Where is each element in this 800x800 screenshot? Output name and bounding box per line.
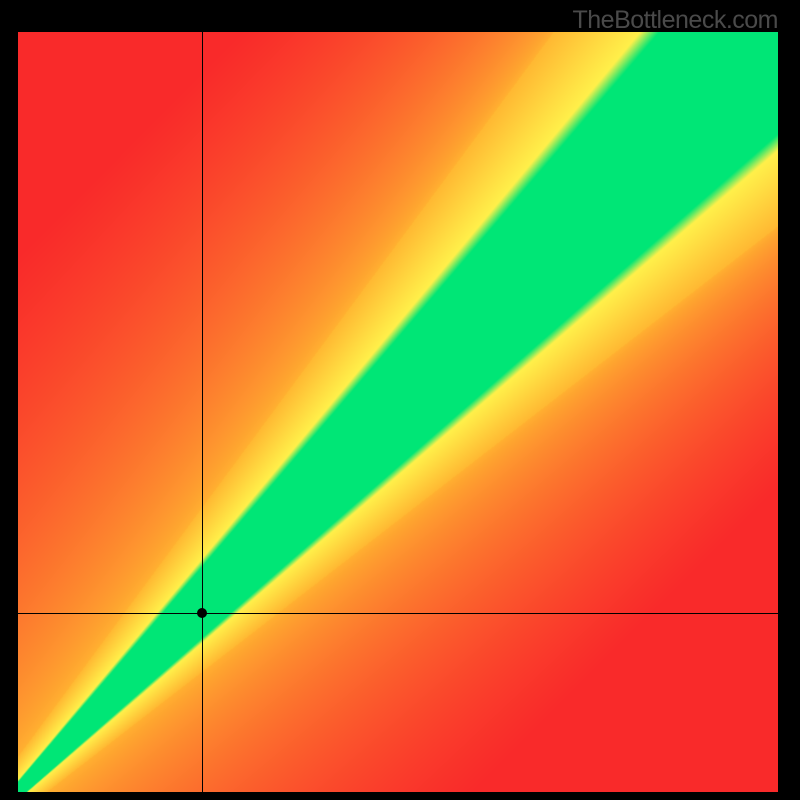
chart-container: TheBottleneck.com (0, 0, 800, 800)
heatmap-chart (18, 32, 778, 792)
heatmap-canvas (18, 32, 778, 792)
crosshair-horizontal (18, 613, 778, 614)
data-point-marker (197, 608, 207, 618)
crosshair-vertical (202, 32, 203, 792)
watermark-text: TheBottleneck.com (573, 6, 779, 35)
